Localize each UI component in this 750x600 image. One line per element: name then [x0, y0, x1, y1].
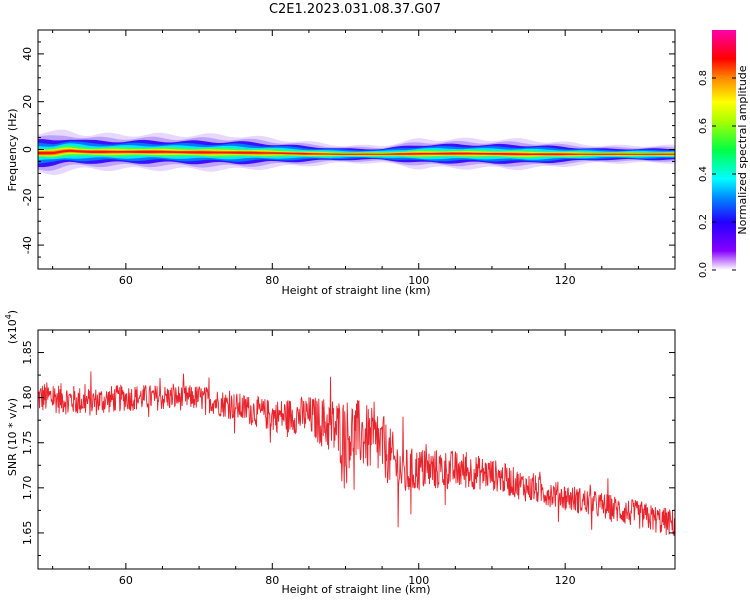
x-tick-label: 80: [265, 574, 279, 587]
snr-frame: [37, 329, 676, 570]
y-tick-label: 0: [21, 146, 34, 153]
colorbar-tick-label: 0.4: [698, 166, 709, 182]
colorbar: 0.0 0.2 0.4 0.6 0.8 Normalized spectral ampl…: [698, 30, 749, 278]
spectrogram-panel: 60 80 100 120 -40 -20 0 20 40 Height of straight…: [6, 29, 676, 297]
snr-plot-area: [38, 371, 675, 537]
y-tick-label: 1.70: [21, 476, 34, 501]
x-tick-label: 120: [555, 574, 576, 587]
y-tick-label: 40: [21, 47, 34, 61]
colorbar-gradient: [712, 30, 736, 270]
spectrogram-band: [38, 149, 675, 156]
x-tick-label: 100: [408, 274, 429, 287]
x-tick-label: 100: [408, 574, 429, 587]
y-tick-label: 1.75: [21, 430, 34, 455]
y-tick-label: 1.80: [21, 385, 34, 410]
snr-multiplier-label: (x104): [4, 310, 19, 344]
snr-axes: 60 80 100 120 1.65 1.70 1.75 1.80 1.85: [21, 330, 675, 587]
colorbar-tick-label: 0.0: [698, 262, 709, 278]
spectrogram-axes: 60 80 100 120 -40 -20 0 20 40: [21, 30, 675, 287]
y-tick-label: -20: [21, 188, 34, 206]
y-tick-label: 20: [21, 95, 34, 109]
figure-title: C2E1.2023.031.08.37.G07: [268, 2, 442, 17]
snr-panel: 60 80 100 120 1.65 1.70 1.75 1.80 1.85 Height of…: [4, 310, 676, 596]
colorbar-tick-label: 0.6: [698, 118, 709, 134]
spectrogram-plot-area: [38, 129, 675, 176]
snr-series-line: [38, 371, 675, 537]
spectrogram-x-axis-label: Height of straight line (km): [281, 284, 430, 297]
y-tick-label: 1.65: [21, 521, 34, 546]
colorbar-tick-label: 0.2: [698, 214, 709, 230]
y-tick-label: 1.85: [21, 340, 34, 365]
x-tick-label: 60: [119, 574, 133, 587]
colorbar-label: Normalized spectral amplitude: [736, 65, 749, 234]
spectrogram-y-axis-label: Frequency (Hz): [6, 109, 19, 192]
colorbar-tick-label: 0.8: [698, 70, 709, 86]
y-tick-label: -40: [21, 236, 34, 254]
snr-y-axis-label: SNR (10 * v/v): [6, 398, 19, 476]
x-tick-label: 80: [265, 274, 279, 287]
x-tick-label: 60: [119, 274, 133, 287]
colorbar-ticks: 0.0 0.2 0.4 0.6 0.8: [698, 70, 736, 278]
x-tick-label: 120: [555, 274, 576, 287]
snr-x-axis-label: Height of straight line (km): [281, 583, 430, 596]
